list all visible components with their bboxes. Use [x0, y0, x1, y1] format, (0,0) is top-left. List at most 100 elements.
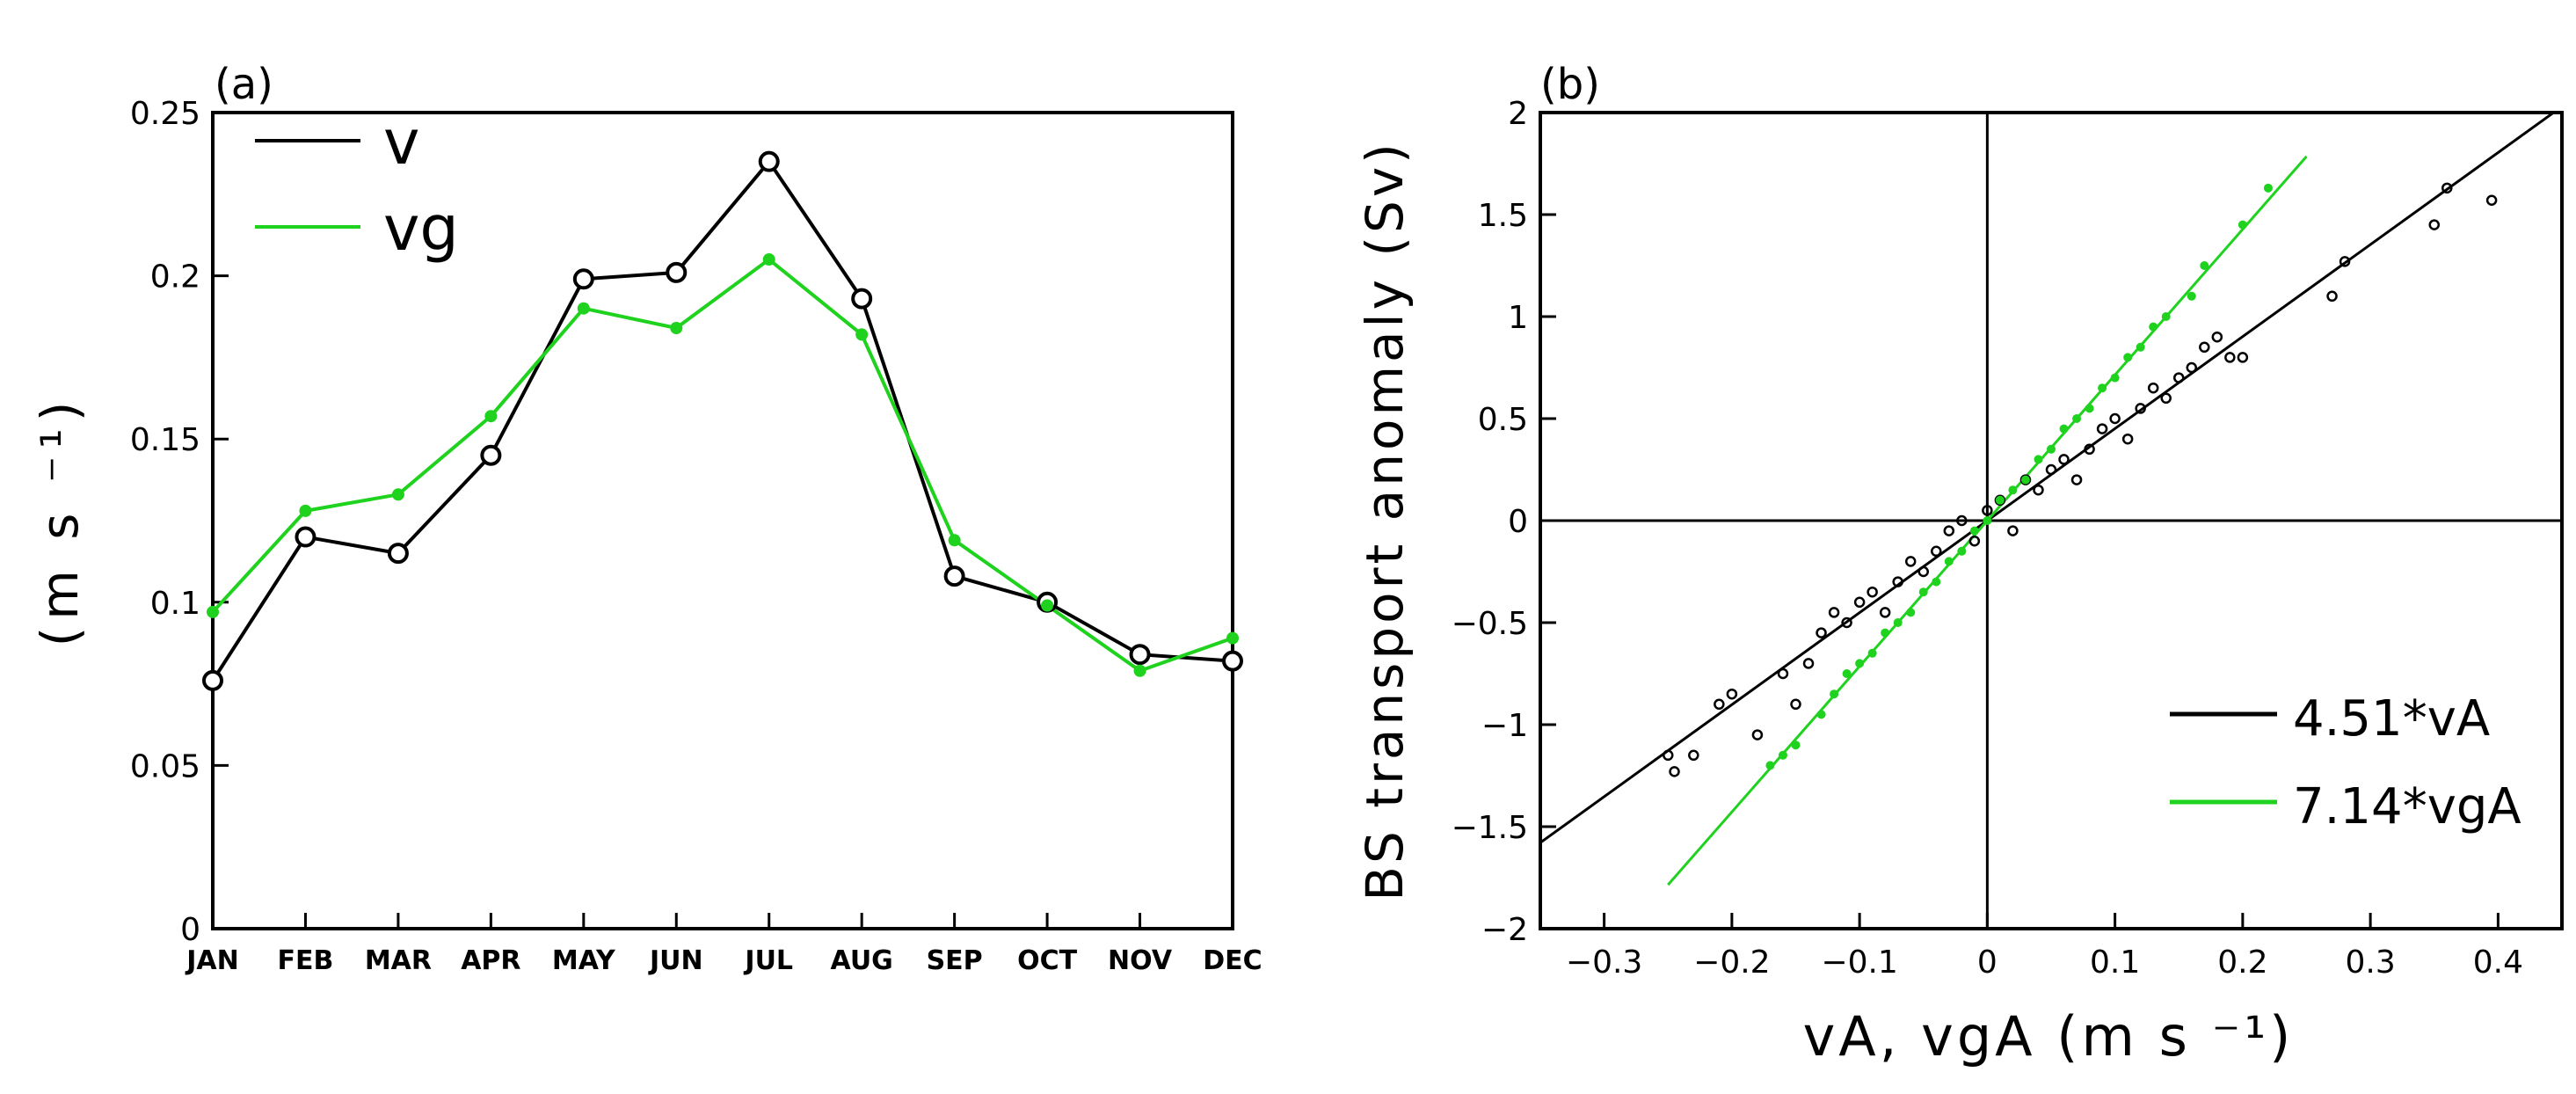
data-point-vg — [855, 328, 869, 341]
panel-a-series — [202, 150, 1243, 691]
data-point-v — [666, 261, 688, 283]
x-tick-label: 0.4 — [2473, 944, 2523, 981]
scatter-point-4.51*vA — [1853, 596, 1866, 609]
scatter-point-4.51*vA — [1904, 556, 1917, 567]
y-tick-label: 1.5 — [1478, 198, 1528, 234]
scatter-point-4.51*vA — [2237, 352, 2249, 363]
y-tick-label: 0.15 — [130, 422, 200, 458]
panel-b-scatter-chart: (b) −2 −1.5 −1 −0.5 0 0.5 1 1.5 2 −0.3 −0.2 −0.1 0 0… — [1355, 60, 2564, 1068]
y-tick-label: 2 — [1508, 96, 1528, 132]
scatter-point-7.14*vgA — [1918, 587, 1928, 597]
x-tick-label: JAN — [185, 945, 239, 976]
data-point-v — [758, 150, 780, 172]
legend-label-7.14*vgA: 7.14*vgA — [2293, 778, 2521, 835]
x-tick-label: 0 — [1977, 944, 1997, 981]
scatter-point-7.14*vgA — [2263, 183, 2273, 193]
scatter-point-4.51*vA — [2084, 443, 2095, 456]
x-tick-label: MAR — [365, 945, 432, 976]
scatter-point-4.51*vA — [1790, 698, 1801, 711]
scatter-point-7.14*vgA — [1778, 750, 1787, 760]
scatter-point-4.51*vA — [2211, 331, 2223, 343]
scatter-point-7.14*vgA — [1867, 648, 1877, 658]
scatter-point-4.51*vA — [1663, 749, 1674, 762]
panel-b-y-ticks: −2 −1.5 −1 −0.5 0 0.5 1 1.5 2 — [1452, 96, 1556, 948]
data-point-vg — [1226, 631, 1239, 645]
scatter-point-4.51*vA — [2109, 412, 2121, 425]
data-point-vg — [207, 605, 219, 618]
scatter-point-4.51*vA — [2121, 433, 2134, 445]
data-point-vg — [670, 321, 683, 334]
scatter-point-4.51*vA — [1802, 658, 1815, 669]
data-point-v — [202, 669, 223, 691]
scatter-point-7.14*vgA — [2072, 414, 2082, 423]
scatter-point-7.14*vgA — [1906, 608, 1916, 617]
scatter-point-7.14*vgA — [1765, 761, 1775, 770]
scatter-point-4.51*vA — [2135, 403, 2146, 414]
x-tick-label: APR — [461, 945, 520, 976]
scatter-point-4.51*vA — [2186, 361, 2198, 374]
data-point-vg — [762, 253, 775, 266]
scatter-point-7.14*vgA — [2047, 444, 2056, 454]
x-tick-label: FEB — [278, 945, 334, 976]
scatter-point-4.51*vA — [2033, 484, 2044, 496]
scatter-point-4.51*vA — [2326, 290, 2338, 303]
panel-b-x-ticks: −0.3 −0.2 −0.1 0 0.1 0.2 0.3 0.4 — [1566, 913, 2523, 981]
y-tick-label: 0.5 — [1478, 402, 1528, 438]
scatter-point-4.51*vA — [1879, 607, 1891, 618]
panel-b-y-axis-label: BS transport anomaly (Sv) — [1355, 140, 1415, 901]
scatter-point-7.14*vgA — [1995, 495, 2005, 505]
scatter-point-4.51*vA — [2173, 372, 2185, 383]
scatter-point-4.51*vA — [1943, 525, 1955, 536]
scatter-point-7.14*vgA — [1842, 669, 1852, 678]
x-tick-label: JUN — [648, 945, 703, 976]
scatter-point-7.14*vgA — [2098, 383, 2107, 393]
scatter-point-7.14*vgA — [1957, 546, 1967, 556]
scatter-point-4.51*vA — [1931, 545, 1942, 558]
scatter-point-4.51*vA — [2096, 423, 2108, 434]
y-tick-label: −1.5 — [1452, 810, 1528, 846]
legend-label-vg: vg — [383, 193, 459, 265]
series-line-v — [211, 158, 1233, 682]
scatter-point-4.51*vA — [2339, 256, 2351, 267]
scatter-point-4.51*vA — [1982, 505, 1993, 516]
scatter-point-4.51*vA — [2160, 392, 2172, 405]
x-tick-label: SEP — [927, 945, 983, 976]
scatter-point-7.14*vgA — [1893, 618, 1903, 627]
scatter-point-4.51*vA — [2441, 182, 2453, 194]
scatter-point-4.51*vA — [1751, 729, 1764, 740]
scatter-point-7.14*vgA — [2110, 373, 2120, 383]
scatter-point-4.51*vA — [2199, 341, 2210, 354]
y-tick-label: 0.25 — [130, 96, 200, 132]
y-tick-label: 0.1 — [150, 586, 200, 622]
scatter-point-7.14*vgA — [2020, 475, 2030, 485]
data-point-vg — [391, 488, 404, 501]
x-tick-label: OCT — [1017, 945, 1078, 976]
x-tick-label: −0.2 — [1693, 944, 1770, 981]
panel-b-label: (b) — [1540, 60, 1600, 109]
scatter-point-4.51*vA — [1688, 749, 1699, 762]
x-tick-label: 0.1 — [2090, 944, 2140, 981]
x-tick-label: JUL — [743, 945, 793, 976]
scatter-point-7.14*vgA — [1830, 689, 1839, 699]
scatter-point-4.51*vA — [1841, 616, 1852, 629]
scatter-point-7.14*vgA — [1855, 659, 1865, 668]
scatter-point-7.14*vgA — [2238, 220, 2247, 230]
scatter-point-7.14*vgA — [2123, 353, 2133, 362]
scatter-point-7.14*vgA — [2085, 404, 2094, 413]
data-point-vg — [577, 302, 590, 315]
scatter-point-4.51*vA — [1968, 535, 1981, 547]
x-tick-label: MAY — [552, 945, 616, 976]
scatter-point-4.51*vA — [1669, 766, 1680, 777]
x-tick-label: NOV — [1108, 945, 1173, 976]
x-tick-label: −0.1 — [1821, 944, 1897, 981]
scatter-point-4.51*vA — [2045, 463, 2057, 476]
panel-a-line-chart: (a) 00.050.10.150.20.25 JAN FEB MAR APR MAY J… — [30, 60, 1263, 976]
x-tick-label: DEC — [1203, 945, 1262, 976]
panel-a-label: (a) — [215, 60, 273, 109]
scatter-point-4.51*vA — [1867, 586, 1878, 598]
y-tick-label: −2 — [1481, 912, 1528, 948]
panel-a-x-ticks: JAN FEB MAR APR MAY JUN JUL AUG SEP OCT NOV DEC — [185, 913, 1263, 976]
panel-b-x-axis-label: vA, vgA (m s ⁻¹) — [1803, 1004, 2295, 1068]
x-tick-label: 0.2 — [2217, 944, 2267, 981]
data-point-v — [1129, 644, 1151, 666]
